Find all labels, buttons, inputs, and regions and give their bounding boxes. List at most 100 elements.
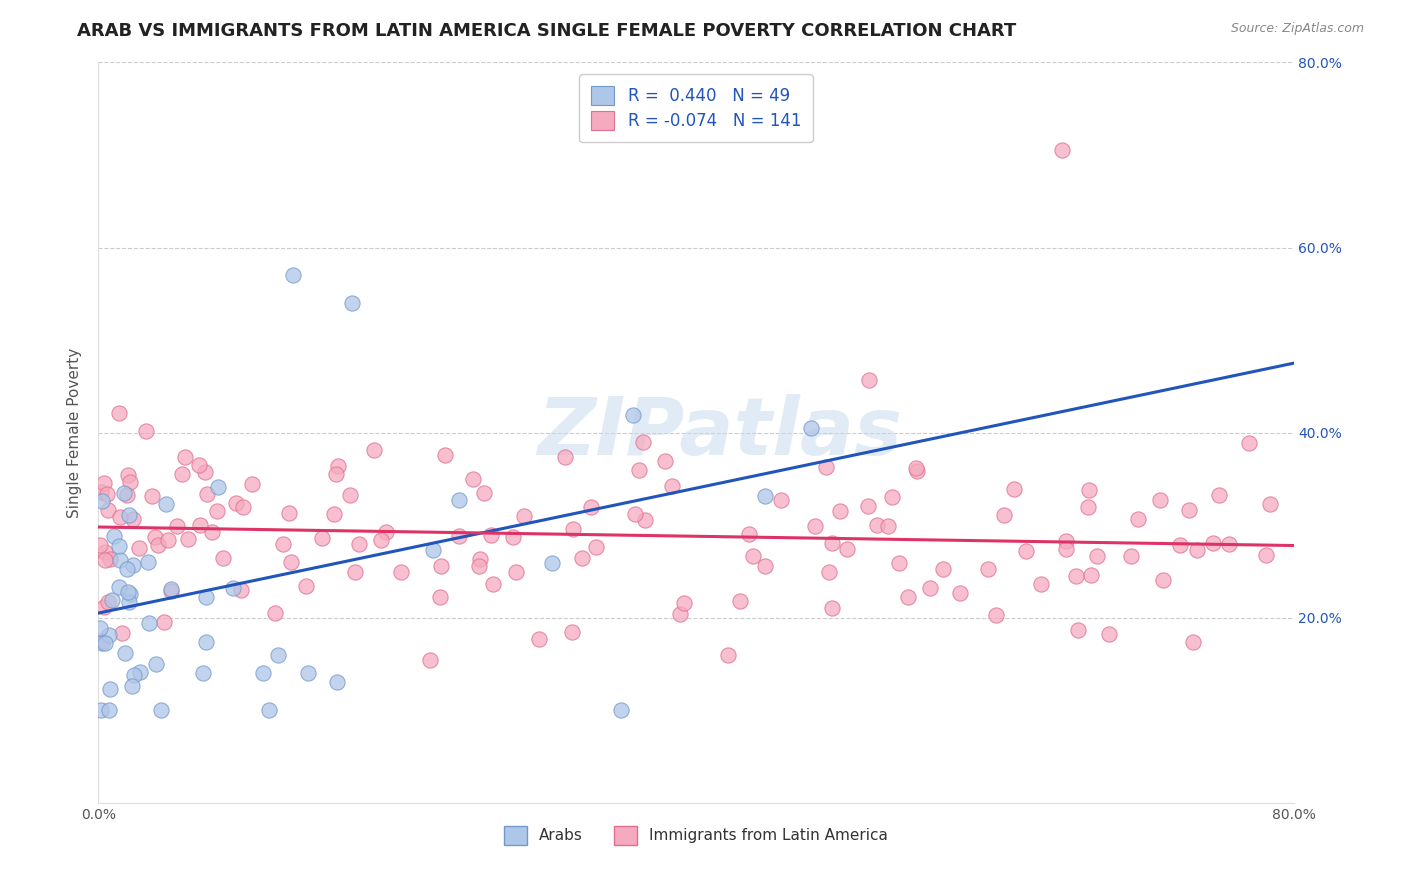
Point [325,467,347,481]
Point [858,499,880,513]
Point [610,703,633,717]
Point [157,533,180,548]
Point [800,420,823,434]
Point [1077,500,1099,514]
Point [1064,569,1087,583]
Legend: Arabs, Immigrants from Latin America: Arabs, Immigrants from Latin America [498,820,894,851]
Point [89,538,111,552]
Point [654,454,676,468]
Point [122,558,145,572]
Point [897,591,920,605]
Point [571,551,593,566]
Point [949,586,972,600]
Point [98,681,121,696]
Point [344,565,367,579]
Point [463,472,485,486]
Point [561,522,583,536]
Point [328,458,350,473]
Point [920,581,942,595]
Point [97,703,120,717]
Point [143,531,166,545]
Point [467,558,489,573]
Point [1050,144,1073,158]
Point [830,504,852,518]
Point [880,490,903,504]
Point [585,540,607,554]
Point [311,531,333,545]
Point [821,600,844,615]
Point [173,450,195,464]
Point [259,703,281,717]
Point [479,528,502,542]
Point [1202,536,1225,550]
Point [717,648,740,662]
Point [621,408,644,422]
Point [195,487,218,501]
Point [141,490,163,504]
Point [160,582,183,597]
Point [108,510,131,524]
Point [136,555,159,569]
Point [118,595,141,609]
Point [804,518,827,533]
Point [434,448,457,462]
Point [90,484,112,499]
Point [122,668,145,682]
Point [754,489,776,503]
Point [128,665,150,680]
Point [905,464,928,478]
Point [1077,483,1099,498]
Point [187,458,209,472]
Point [339,488,361,502]
Point [112,486,135,500]
Point [419,653,441,667]
Point [374,525,396,540]
Point [297,666,319,681]
Point [1177,503,1199,517]
Point [738,526,761,541]
Point [90,494,112,508]
Point [160,584,183,599]
Point [145,657,167,671]
Point [472,486,495,500]
Point [512,509,534,524]
Point [561,625,583,640]
Point [108,581,131,595]
Point [389,565,412,579]
Point [97,503,120,517]
Point [122,512,145,526]
Point [814,460,837,475]
Point [96,487,118,501]
Point [468,552,491,566]
Point [121,679,143,693]
Point [754,559,776,574]
Point [281,268,304,283]
Point [505,565,527,579]
Point [347,536,370,550]
Point [108,539,131,553]
Point [172,467,194,482]
Point [1218,537,1240,551]
Point [100,552,122,566]
Point [429,591,451,605]
Point [554,450,576,464]
Point [240,477,263,491]
Point [429,559,451,574]
Text: Source: ZipAtlas.com: Source: ZipAtlas.com [1230,22,1364,36]
Point [541,556,564,570]
Point [267,648,290,662]
Point [194,635,217,649]
Point [673,595,696,609]
Point [370,533,392,547]
Point [1152,573,1174,587]
Point [252,666,274,681]
Point [581,500,603,514]
Point [89,634,111,648]
Point [1239,435,1261,450]
Point [342,296,364,310]
Point [742,549,765,564]
Point [1054,542,1077,557]
Point [93,476,115,491]
Point [447,528,470,542]
Point [482,576,505,591]
